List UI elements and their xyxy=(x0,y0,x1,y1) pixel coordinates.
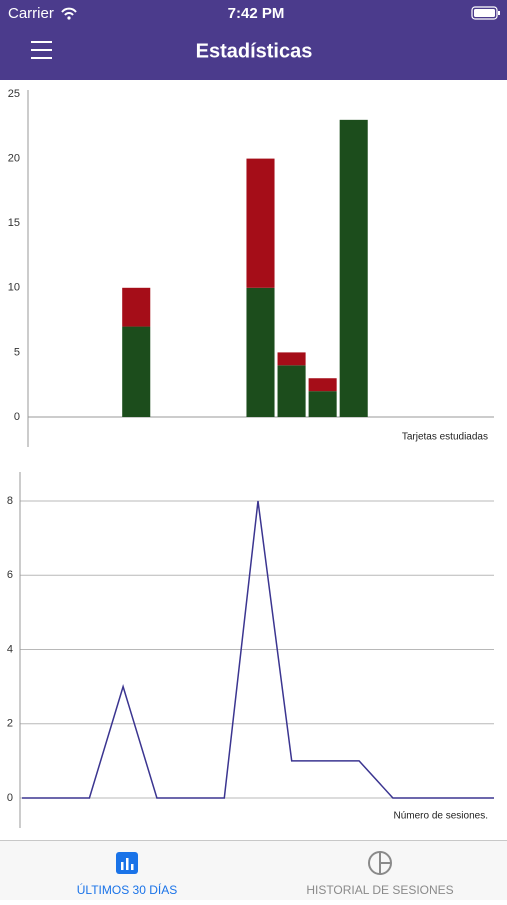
battery-tip xyxy=(498,11,500,15)
bar-segment xyxy=(122,287,151,327)
clock: 7:42 PM xyxy=(228,5,285,22)
tab-label: HISTORIAL DE SESIONES xyxy=(306,883,453,897)
tab-label: ÚLTIMOS 30 DÍAS xyxy=(77,882,177,897)
bar-segment xyxy=(308,391,337,417)
menu-button[interactable] xyxy=(31,41,52,59)
y-tick-label: 0 xyxy=(14,411,20,423)
bar-segment xyxy=(277,352,306,366)
bar-segment xyxy=(246,287,275,417)
y-tick-label: 8 xyxy=(7,495,13,507)
axis-title: Tarjetas estudiadas xyxy=(402,432,488,443)
bar-segment xyxy=(277,365,306,417)
y-tick-label: 2 xyxy=(7,718,13,730)
y-tick-label: 20 xyxy=(8,153,20,165)
wifi-dot xyxy=(67,16,71,20)
nav-title: Estadísticas xyxy=(196,40,313,62)
y-tick-label: 6 xyxy=(7,569,13,581)
y-tick-label: 0 xyxy=(7,792,13,804)
y-tick-label: 10 xyxy=(8,282,20,294)
tab-bar xyxy=(0,840,507,900)
bar-segment xyxy=(339,119,368,417)
bar-segment xyxy=(122,326,151,417)
nav-bar xyxy=(0,0,507,80)
y-tick-label: 5 xyxy=(14,346,20,358)
tab-history[interactable]: HISTORIAL DE SESIONES xyxy=(306,851,454,897)
axis-title: Número de sesiones. xyxy=(394,811,489,822)
carrier: Carrier xyxy=(8,5,54,22)
battery xyxy=(471,6,498,20)
line-series xyxy=(22,500,494,799)
y-tick-label: 15 xyxy=(8,217,20,229)
wifi-icon xyxy=(61,7,77,16)
bar-segment xyxy=(308,378,337,392)
y-tick-label: 25 xyxy=(8,88,20,100)
battery-level xyxy=(474,9,495,17)
y-tick-label: 4 xyxy=(7,643,13,655)
bar-segment xyxy=(246,158,275,288)
tab-recent[interactable]: ÚLTIMOS 30 DÍAS xyxy=(77,852,177,897)
